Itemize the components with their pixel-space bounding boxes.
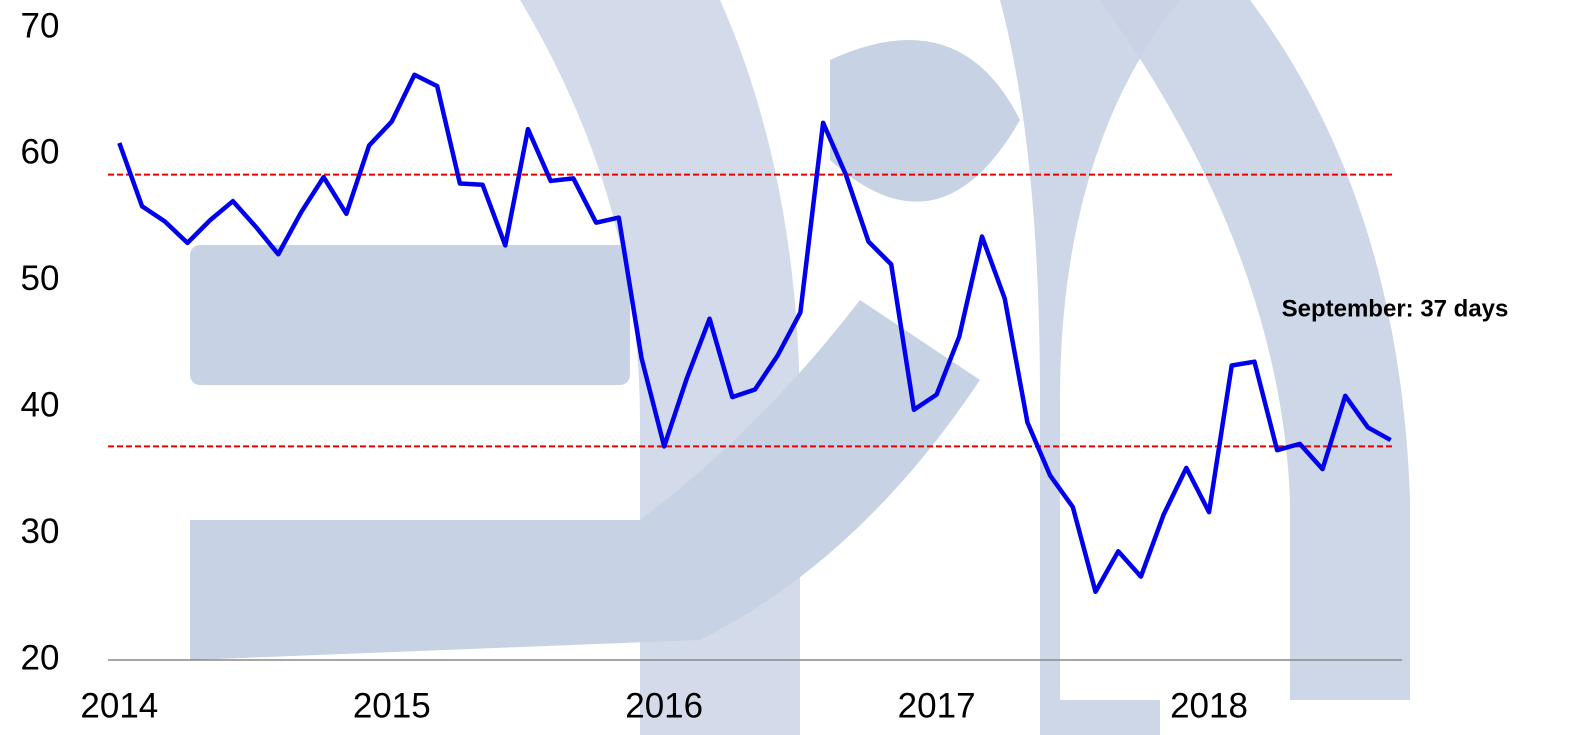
watermark bbox=[190, 0, 1410, 735]
y-tick-label: 20 bbox=[21, 638, 60, 677]
y-tick-label: 30 bbox=[21, 512, 60, 551]
x-tick-label: 2016 bbox=[625, 686, 703, 725]
x-tick-label: 2018 bbox=[1170, 686, 1248, 725]
y-tick-label: 60 bbox=[21, 133, 60, 172]
line-series bbox=[117, 72, 1392, 594]
x-tick-label: 2017 bbox=[898, 686, 976, 725]
annotation: September: 37 days bbox=[1282, 295, 1509, 322]
y-tick-label: 70 bbox=[21, 6, 60, 45]
y-tick-label: 40 bbox=[21, 385, 60, 424]
x-tick-label: 2014 bbox=[80, 686, 158, 725]
x-tick-label: 2015 bbox=[353, 686, 431, 725]
y-tick-label: 50 bbox=[21, 259, 60, 298]
